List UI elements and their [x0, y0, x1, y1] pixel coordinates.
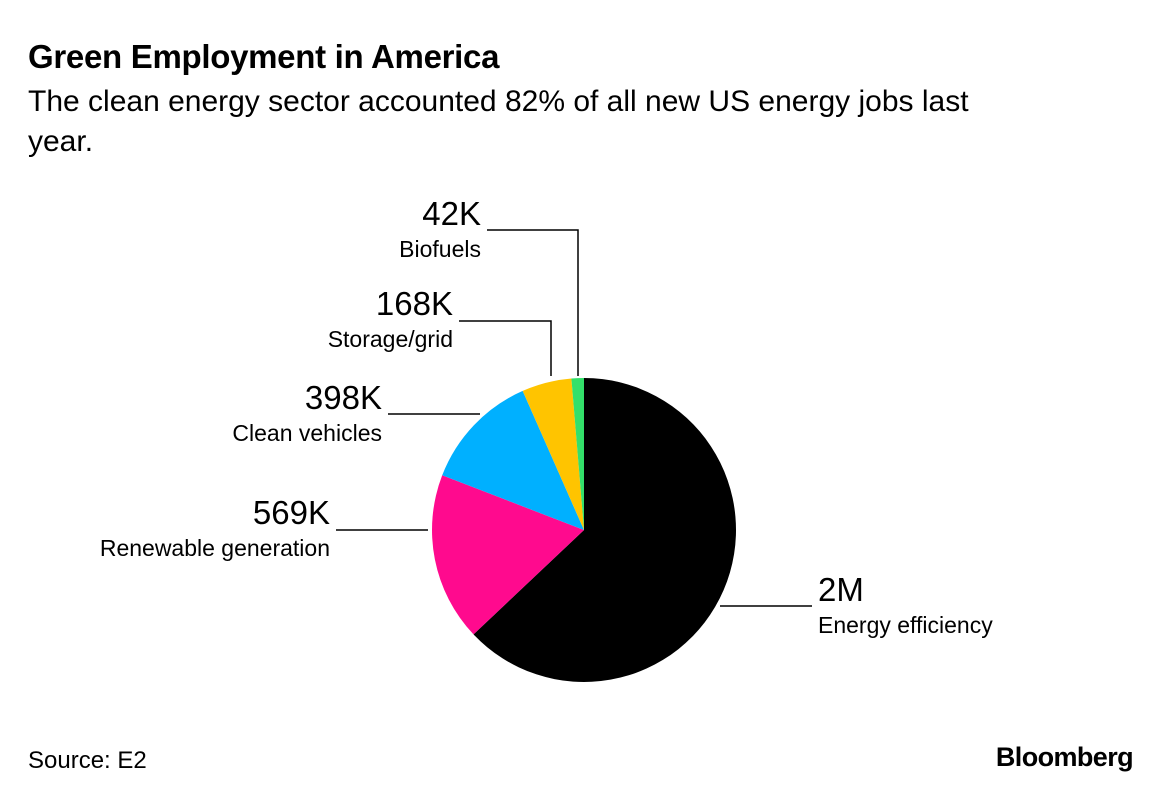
source-note: Source: E2: [28, 747, 147, 774]
data-label-name-biofuels: Biofuels: [399, 236, 481, 262]
leader-line-storage-grid: [459, 320, 552, 376]
pie-slice-storage-grid: [522, 378, 584, 530]
data-label-value-clean-vehicles: 398K: [305, 379, 382, 416]
data-label-name-energy-efficiency: Energy efficiency: [818, 612, 993, 638]
pie-slice-renewable-generation: [432, 475, 584, 635]
pie-slice-biofuels: [571, 377, 584, 530]
data-label-name-renewable-generation: Renewable generation: [100, 535, 330, 561]
data-label-value-biofuels: 42K: [422, 195, 481, 232]
chart-subtitle: The clean energy sector accounted 82% of…: [28, 85, 969, 158]
chart-title: Green Employment in America: [28, 38, 500, 75]
leader-line-biofuels: [487, 229, 579, 376]
pie-slice-clean-vehicles: [442, 390, 584, 530]
data-label-name-storage-grid: Storage/grid: [328, 326, 453, 352]
data-label-value-energy-efficiency: 2M: [818, 571, 864, 608]
brand-logo: Bloomberg: [995, 742, 1134, 772]
data-label-name-clean-vehicles: Clean vehicles: [232, 420, 382, 446]
data-label-value-renewable-generation: 569K: [253, 494, 330, 531]
data-label-value-storage-grid: 168K: [376, 285, 453, 322]
pie-slice-energy-efficiency: [473, 378, 737, 682]
